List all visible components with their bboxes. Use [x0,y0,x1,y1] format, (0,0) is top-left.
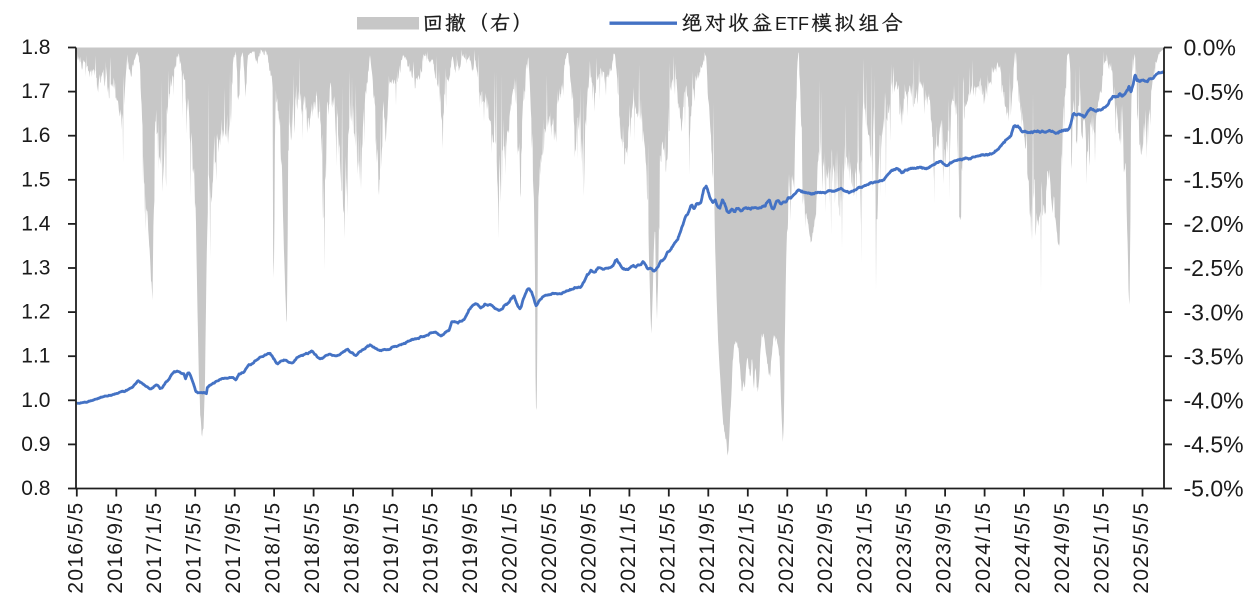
svg-text:1.8: 1.8 [21,36,50,59]
svg-text:2020/9/5: 2020/9/5 [577,502,600,594]
svg-text:1.1: 1.1 [21,345,50,368]
svg-text:1.7: 1.7 [21,80,50,103]
svg-text:2021/9/5: 2021/9/5 [696,502,719,594]
svg-text:2022/5/5: 2022/5/5 [775,502,798,594]
svg-text:-5.0%: -5.0% [1184,476,1244,502]
svg-text:-3.0%: -3.0% [1184,299,1244,325]
svg-text:2017/1/5: 2017/1/5 [143,502,166,594]
svg-text:2024/5/5: 2024/5/5 [1012,502,1035,594]
svg-text:-2.0%: -2.0% [1184,211,1244,237]
svg-text:2021/1/5: 2021/1/5 [617,502,640,594]
svg-text:2022/9/5: 2022/9/5 [814,502,837,594]
svg-text:-4.0%: -4.0% [1184,388,1244,414]
svg-text:2022/1/5: 2022/1/5 [735,502,758,594]
svg-text:2016/9/5: 2016/9/5 [104,502,127,594]
svg-text:2023/5/5: 2023/5/5 [893,502,916,594]
svg-text:2024/1/5: 2024/1/5 [972,502,995,594]
svg-text:2023/9/5: 2023/9/5 [933,502,956,594]
svg-text:2023/1/5: 2023/1/5 [854,502,877,594]
svg-text:-3.5%: -3.5% [1184,343,1244,369]
svg-text:2025/1/5: 2025/1/5 [1091,502,1114,594]
svg-text:2017/9/5: 2017/9/5 [222,502,245,594]
svg-text:2024/9/5: 2024/9/5 [1051,502,1074,594]
svg-text:2018/5/5: 2018/5/5 [301,502,324,594]
svg-text:0.8: 0.8 [21,477,50,500]
svg-text:0.0%: 0.0% [1184,35,1236,61]
svg-text:2025/5/5: 2025/5/5 [1130,502,1153,594]
svg-text:-4.5%: -4.5% [1184,432,1244,458]
svg-text:1.4: 1.4 [21,212,51,235]
svg-text:2020/1/5: 2020/1/5 [499,502,522,594]
svg-text:1.0: 1.0 [21,389,50,412]
svg-text:1.2: 1.2 [21,301,50,324]
svg-text:1.6: 1.6 [21,124,50,147]
svg-text:2016/5/5: 2016/5/5 [64,502,87,594]
svg-text:-1.5%: -1.5% [1184,167,1244,193]
svg-text:ETF: ETF [775,14,809,34]
svg-text:-2.5%: -2.5% [1184,255,1244,281]
svg-text:-0.5%: -0.5% [1184,79,1244,105]
svg-text:2019/5/5: 2019/5/5 [420,502,443,594]
svg-text:2019/9/5: 2019/9/5 [459,502,482,594]
svg-text:2017/5/5: 2017/5/5 [183,502,206,594]
svg-text:2019/1/5: 2019/1/5 [380,502,403,594]
svg-text:2021/5/5: 2021/5/5 [656,502,679,594]
svg-text:0.9: 0.9 [21,433,50,456]
svg-text:1.3: 1.3 [21,257,50,280]
svg-text:2020/5/5: 2020/5/5 [538,502,561,594]
svg-text:-1.0%: -1.0% [1184,123,1244,149]
svg-text:2018/9/5: 2018/9/5 [341,502,364,594]
svg-text:1.5: 1.5 [21,168,50,191]
svg-text:2018/1/5: 2018/1/5 [262,502,285,594]
